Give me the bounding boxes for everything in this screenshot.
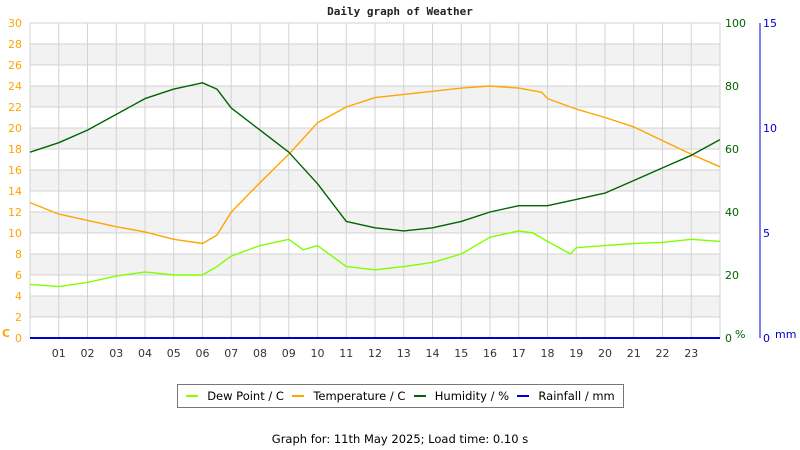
x-tick-label: 19 bbox=[569, 347, 583, 360]
legend-label: Temperature / C bbox=[313, 389, 406, 403]
graph-footer-info: Graph for: 11th May 2025; Load time: 0.1… bbox=[271, 432, 529, 446]
x-tick-label: 02 bbox=[81, 347, 95, 360]
x-tick-label: 16 bbox=[483, 347, 497, 360]
legend-item-temperature: Temperature / C bbox=[292, 389, 405, 403]
y-tick-label-temperature: 2 bbox=[15, 311, 22, 324]
y-tick-label-rainfall: 10 bbox=[763, 122, 777, 135]
y-tick-label-temperature: 22 bbox=[8, 101, 22, 114]
y-tick-label-temperature: 30 bbox=[8, 17, 22, 30]
y-tick-label-temperature: 18 bbox=[8, 143, 22, 156]
y-tick-label-rainfall: 5 bbox=[763, 227, 770, 240]
legend-label: Humidity / % bbox=[434, 389, 510, 403]
x-tick-label: 18 bbox=[541, 347, 555, 360]
x-tick-label: 13 bbox=[397, 347, 411, 360]
y-tick-label-humidity: 20 bbox=[725, 269, 739, 282]
y-tick-label-humidity: 100 bbox=[725, 17, 746, 30]
x-tick-label: 20 bbox=[598, 347, 612, 360]
legend: Dew Point / C Temperature / C Humidity /… bbox=[177, 384, 624, 408]
x-tick-label: 14 bbox=[426, 347, 440, 360]
y-tick-label-humidity: 80 bbox=[725, 80, 739, 93]
x-tick-label: 10 bbox=[311, 347, 325, 360]
legend-item-humidity: Humidity / % bbox=[413, 389, 510, 403]
rainfall-axis-unit: mm bbox=[775, 328, 796, 341]
x-tick-label: 01 bbox=[52, 347, 66, 360]
y-tick-label-temperature: 12 bbox=[8, 206, 22, 219]
dew-point-swatch-icon bbox=[186, 395, 199, 397]
chart-title: Daily graph of Weather bbox=[327, 5, 473, 18]
dew-point-line bbox=[29, 230, 721, 288]
y-tick-label-temperature: 8 bbox=[15, 248, 22, 261]
y-tick-label-humidity: 40 bbox=[725, 206, 739, 219]
y-tick-label-temperature: 4 bbox=[15, 290, 22, 303]
y-tick-label-temperature: 0 bbox=[15, 332, 22, 345]
x-tick-label: 22 bbox=[656, 347, 670, 360]
humidity-line bbox=[29, 82, 721, 232]
y-tick-label-humidity: 60 bbox=[725, 143, 739, 156]
y-tick-label-temperature: 28 bbox=[8, 38, 22, 51]
left-axis-unit: C bbox=[2, 327, 10, 340]
y-tick-label-rainfall: 0 bbox=[763, 332, 770, 345]
x-tick-label: 03 bbox=[109, 347, 123, 360]
x-tick-label: 06 bbox=[196, 347, 210, 360]
legend-label: Rainfall / mm bbox=[538, 389, 615, 403]
x-tick-label: 11 bbox=[339, 347, 353, 360]
y-tick-label-temperature: 16 bbox=[8, 164, 22, 177]
temperature-swatch-icon bbox=[292, 395, 305, 397]
x-tick-label: 23 bbox=[684, 347, 698, 360]
y-tick-label-temperature: 26 bbox=[8, 59, 22, 72]
y-tick-label-temperature: 10 bbox=[8, 227, 22, 240]
weather-chart: 01 02 03 04 05 06 07 08 09 10 11 12 13 14 15 16 17 18 19 20… bbox=[2, 17, 796, 360]
x-tick-label: 07 bbox=[224, 347, 238, 360]
x-tick-label: 12 bbox=[368, 347, 382, 360]
x-tick-label: 17 bbox=[512, 347, 526, 360]
temperature-line bbox=[29, 85, 721, 245]
y-tick-label-humidity: 0 bbox=[725, 332, 732, 345]
axis-tick-labels: 01 02 03 04 05 06 07 08 09 10 11 12 13 14 15 16 17 18 19 20… bbox=[2, 17, 796, 360]
x-tick-label: 15 bbox=[454, 347, 468, 360]
x-tick-label: 08 bbox=[253, 347, 267, 360]
humidity-swatch-icon bbox=[413, 395, 426, 397]
y-tick-label-temperature: 6 bbox=[15, 269, 22, 282]
data-lines bbox=[29, 82, 721, 339]
x-tick-label: 05 bbox=[167, 347, 181, 360]
plot-grid bbox=[29, 22, 721, 339]
y-tick-label-temperature: 14 bbox=[8, 185, 22, 198]
y-tick-label-temperature: 24 bbox=[8, 80, 22, 93]
legend-item-dew-point: Dew Point / C bbox=[186, 389, 284, 403]
rainfall-swatch-icon bbox=[517, 395, 530, 397]
x-tick-label: 04 bbox=[138, 347, 152, 360]
legend-label: Dew Point / C bbox=[207, 389, 284, 403]
y-tick-label-rainfall: 15 bbox=[763, 17, 777, 30]
x-tick-label: 09 bbox=[282, 347, 296, 360]
legend-item-rainfall: Rainfall / mm bbox=[517, 389, 615, 403]
x-tick-label: 21 bbox=[627, 347, 641, 360]
humidity-axis-unit: % bbox=[735, 328, 745, 341]
y-tick-label-temperature: 20 bbox=[8, 122, 22, 135]
